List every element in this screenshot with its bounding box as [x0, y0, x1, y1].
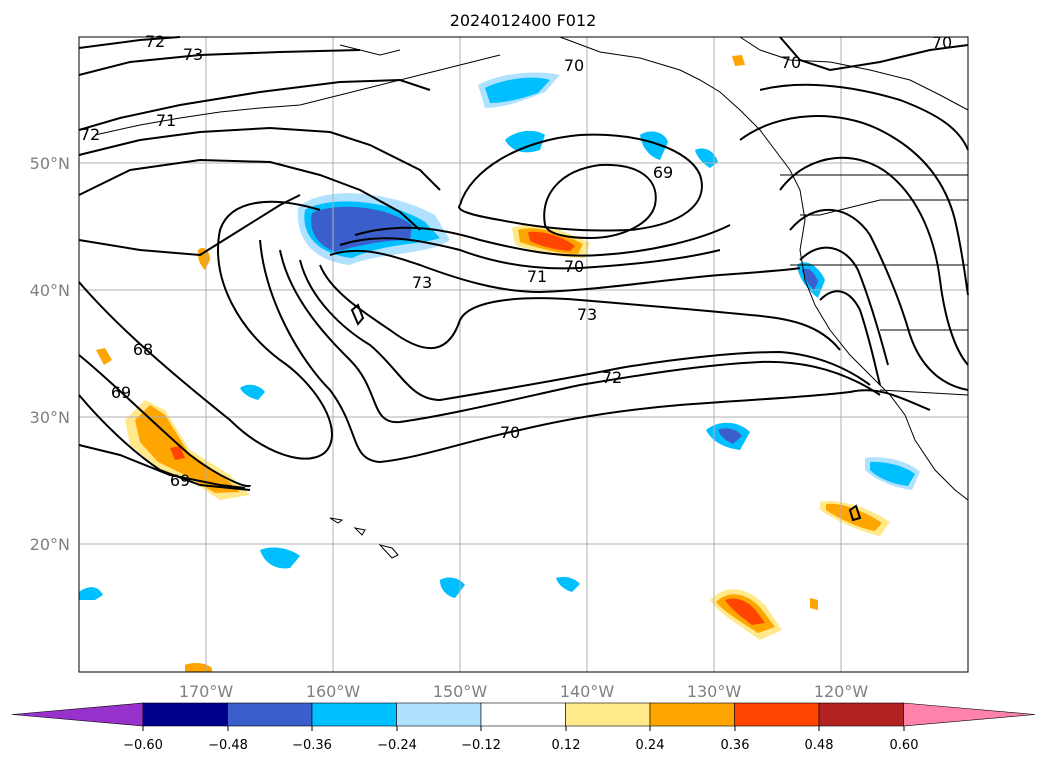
contour-label: 73: [577, 305, 597, 324]
negative-anomaly-coast-inner: [802, 268, 818, 290]
positive-anomaly-east-core: [826, 503, 882, 531]
contour-label: 70: [564, 56, 584, 75]
lon-tick-label: 120°W: [814, 682, 869, 701]
lat-tick-label: 30°N: [30, 408, 70, 427]
colorbar-tick-label: −0.60: [123, 738, 163, 753]
contour-label: 71: [527, 267, 547, 286]
colorbar-tick-label: 0.60: [890, 738, 919, 753]
contour-label: 72: [602, 368, 622, 387]
colorbar-segment: [311, 702, 397, 727]
negative-anomaly-east-core: [870, 461, 915, 486]
negative-anomaly-small-2: [640, 131, 668, 160]
colorbar-extend-low: [11, 702, 144, 727]
negative-anomaly-southeast-inner: [718, 428, 742, 444]
negative-anomaly-small-5: [556, 576, 580, 592]
colorbar-tick-label: −0.24: [377, 738, 417, 753]
positive-anomaly-small-5: [732, 55, 745, 66]
colorbar-segment: [142, 702, 228, 727]
colorbar-segment: [734, 702, 820, 727]
contour-label: 71: [156, 111, 176, 130]
contour-label: 72: [80, 125, 100, 144]
contour-label: 70: [564, 257, 584, 276]
contour-label: 69: [170, 471, 190, 490]
colorbar-tick-label: −0.12: [461, 738, 501, 753]
lon-tick-label: 150°W: [433, 682, 488, 701]
colorbar-tick-label: 0.24: [636, 738, 665, 753]
colorbar-ticks: [142, 726, 905, 731]
coastlines: [94, 36, 969, 559]
colorbar-segment: [227, 702, 313, 727]
lon-tick-label: 140°W: [560, 682, 615, 701]
map-panel: 72 73 70 70 70 72 71 69 70 71 73 73 68 7…: [78, 32, 969, 673]
colorbar-tick-label: 0.36: [721, 738, 750, 753]
latitude-tick-labels: 50°N 40°N 30°N 20°N: [30, 154, 70, 554]
colorbar-segments: [11, 702, 1036, 727]
contour-labels: 72 73 70 70 70 72 71 69 70 71 73 73 68 7…: [80, 32, 952, 490]
lat-tick-label: 50°N: [30, 154, 70, 173]
negative-anomaly-gulf-of-alaska-inner: [311, 206, 412, 252]
contour-label: 69: [111, 383, 131, 402]
colorbar-segment: [649, 702, 735, 727]
contour-label: 68: [133, 340, 153, 359]
map-title: 2024012400 F012: [450, 11, 597, 30]
contour-label: 72: [145, 32, 165, 51]
colorbar-tick-label: −0.48: [208, 738, 248, 753]
positive-anomaly-central-inner: [528, 231, 575, 251]
negative-anomaly-small-7: [79, 587, 103, 600]
contour-lines: [78, 36, 969, 522]
negative-anomaly-small-3: [260, 547, 300, 569]
positive-anomaly-small-3: [185, 663, 212, 672]
negative-anomaly-small-1: [505, 130, 545, 153]
positive-anomaly-south-inner: [725, 598, 765, 625]
positive-anomaly-small-2: [810, 598, 818, 610]
colorbar-tick-labels: −0.60 −0.48 −0.36 −0.24 −0.12 0.12 0.24 …: [123, 738, 918, 753]
colorbar-segment: [396, 702, 482, 727]
lon-tick-label: 130°W: [687, 682, 742, 701]
negative-anomaly-small-6: [240, 384, 265, 400]
contour-label: 70: [932, 33, 952, 52]
lon-tick-label: 170°W: [179, 682, 234, 701]
colorbar-segment: [480, 702, 566, 727]
colorbar-segment: [818, 702, 904, 727]
contour-label: 73: [412, 273, 432, 292]
lat-tick-label: 40°N: [30, 281, 70, 300]
colorbar-extend-high: [903, 702, 1036, 727]
colorbar-tick-label: 0.48: [805, 738, 834, 753]
contour-label: 70: [500, 423, 520, 442]
colorbar-segment: [565, 702, 651, 727]
lon-tick-label: 160°W: [306, 682, 361, 701]
contour-label: 70: [781, 53, 801, 72]
contour-label: 73: [183, 45, 203, 64]
longitude-tick-labels: 170°W 160°W 150°W 140°W 130°W 120°W: [179, 682, 869, 701]
map-frame: [78, 36, 969, 673]
contour-label: 69: [653, 163, 673, 182]
positive-anomaly-small-4: [96, 348, 112, 365]
colorbar-tick-label: 0.12: [552, 738, 581, 753]
lat-tick-label: 20°N: [30, 535, 70, 554]
colorbar: −0.60 −0.48 −0.36 −0.24 −0.12 0.12 0.24 …: [11, 702, 1036, 753]
negative-anomaly-north-core: [485, 77, 550, 103]
positive-anomaly-west-inner: [170, 446, 185, 460]
colorbar-tick-label: −0.36: [292, 738, 332, 753]
negative-anomaly-small-4: [440, 577, 465, 598]
